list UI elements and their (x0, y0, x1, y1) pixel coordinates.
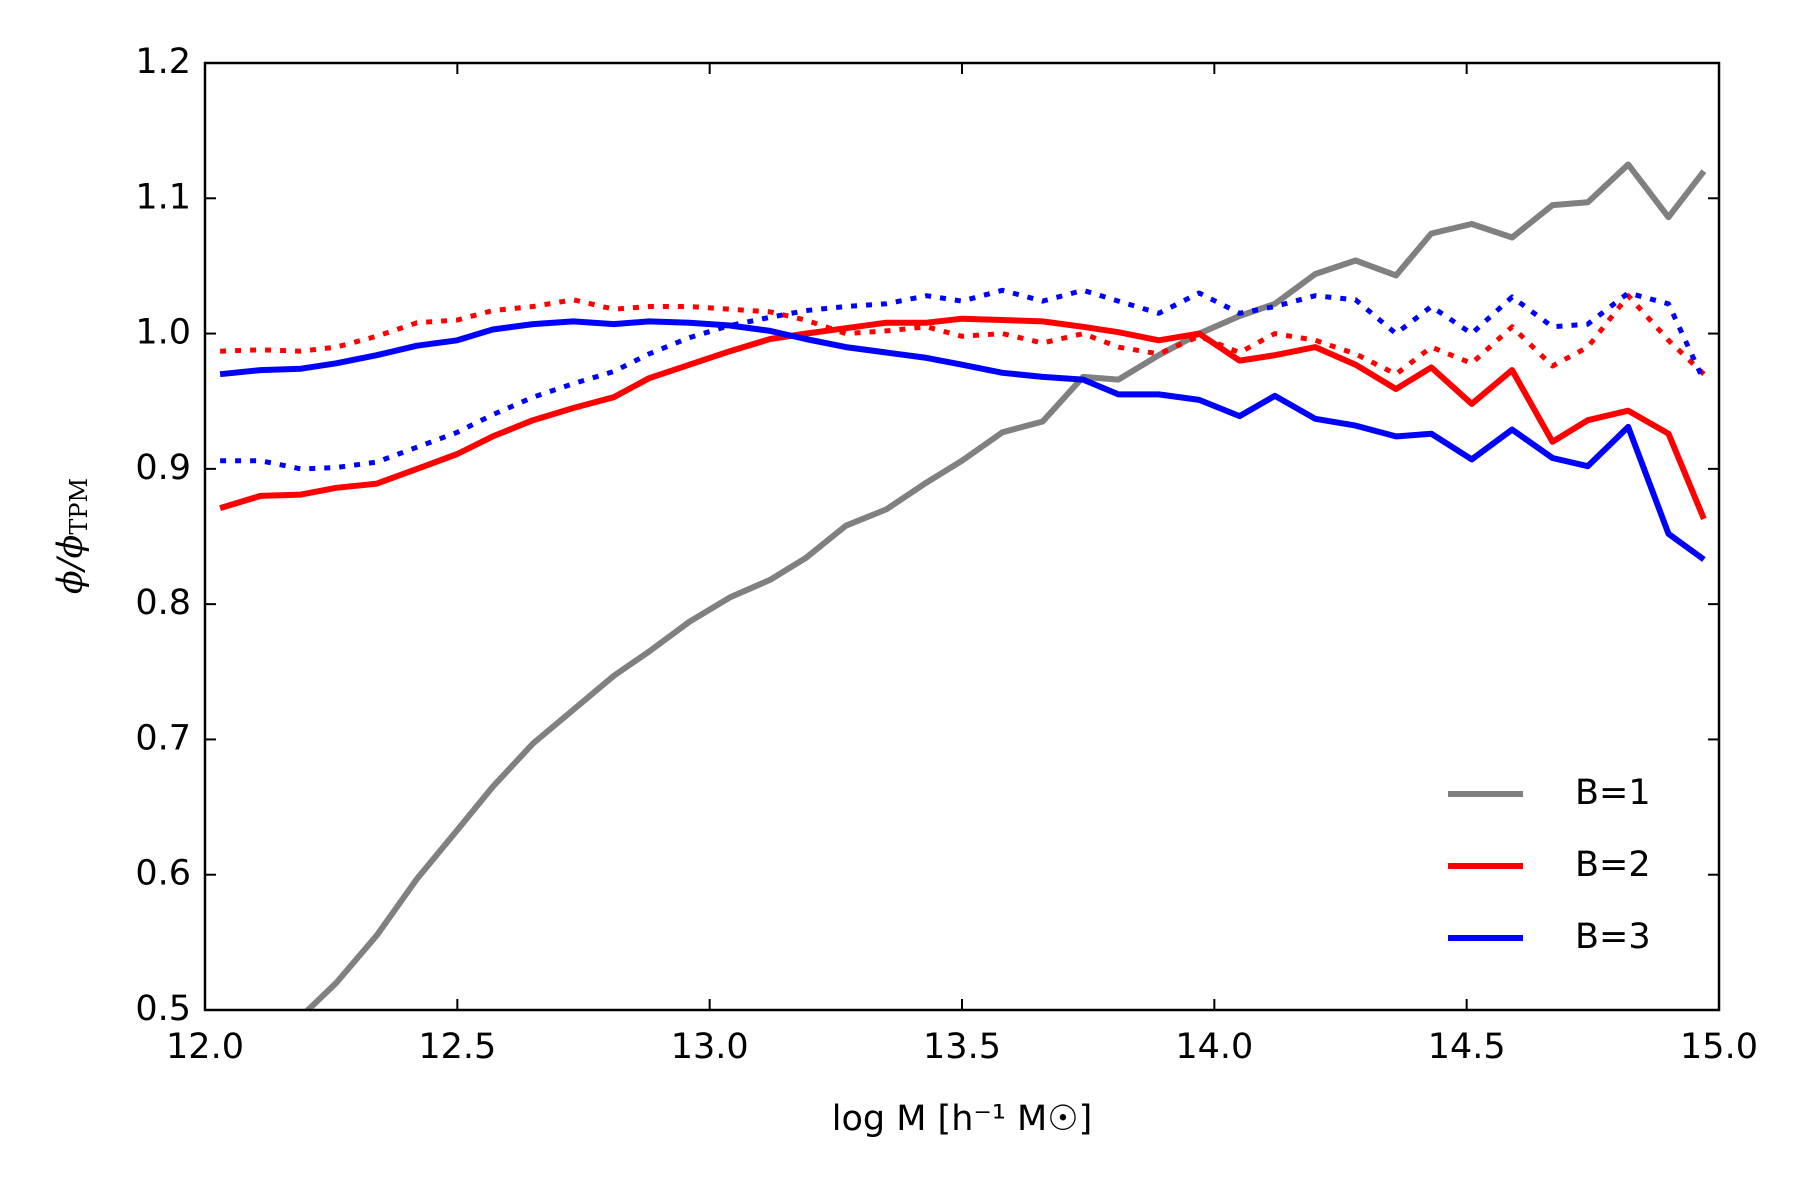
y-tick-label: 0.6 (135, 854, 191, 894)
y-tick-label: 1.0 (135, 313, 191, 353)
y-tick-label: 1.2 (135, 42, 191, 82)
x-axis-label: log M [h⁻¹ M☉] (832, 1099, 1093, 1139)
legend-label: B=3 (1575, 917, 1651, 957)
x-tick-label: 12.0 (166, 1027, 244, 1067)
y-tick-label: 0.5 (135, 989, 191, 1029)
legend-label: B=1 (1575, 773, 1651, 813)
y-axis-label: ϕ/ϕTPM (51, 478, 93, 594)
y-tick-label: 0.9 (135, 448, 191, 488)
y-axis-label-subscript: TPM (65, 478, 93, 535)
y-axis-label-main: ϕ/ϕ (51, 534, 91, 594)
plot-lines (219, 161, 1707, 1010)
dotted-line (220, 293, 1706, 377)
x-tick-label: 15.0 (1680, 1027, 1758, 1067)
x-tick-label: 14.0 (1175, 1027, 1253, 1067)
y-tick-label: 0.8 (135, 583, 191, 623)
y-tick-label: 1.1 (135, 177, 191, 217)
series-line (303, 161, 1707, 1010)
dotted-line (220, 287, 1707, 472)
series-line (219, 318, 1706, 562)
legend-label: B=2 (1575, 845, 1651, 885)
x-tick-label: 13.5 (923, 1027, 1001, 1067)
x-tick-label: 14.5 (1428, 1027, 1506, 1067)
series-line (219, 315, 1707, 521)
x-tick-label: 13.0 (671, 1027, 749, 1067)
y-tick-label: 0.7 (135, 718, 191, 758)
x-tick-label: 12.5 (418, 1027, 496, 1067)
